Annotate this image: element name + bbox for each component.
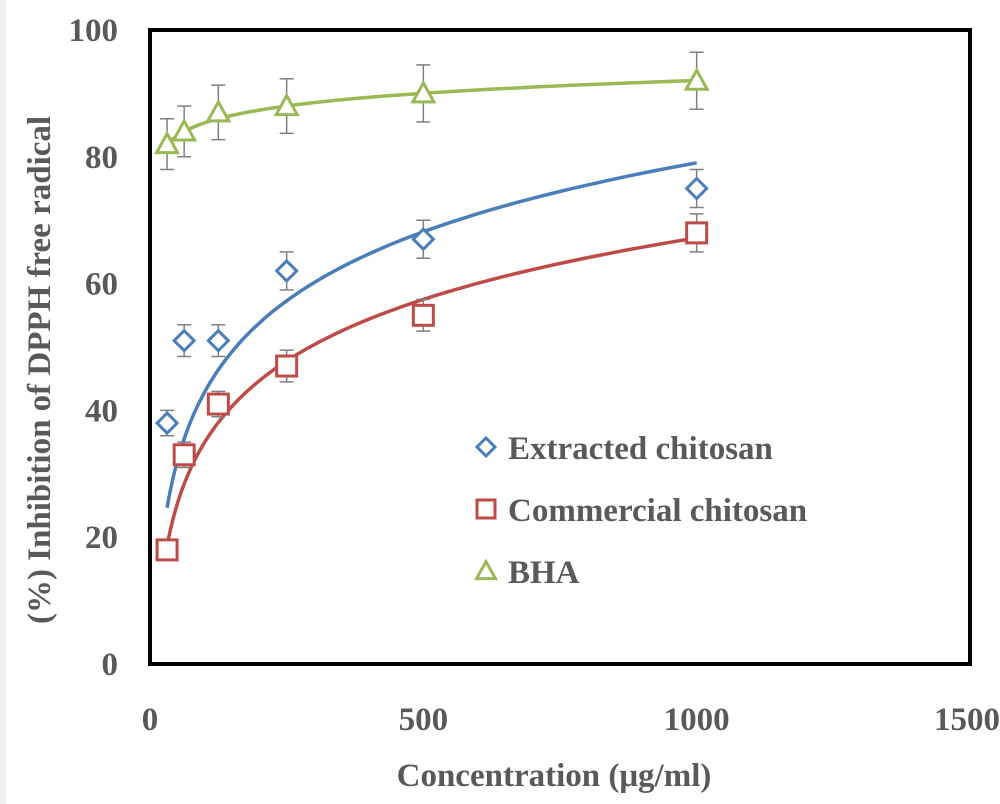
y-axis-title: (%) Inhibition of DPPH free radical (22, 116, 58, 624)
legend-label: Extracted chitosan (508, 431, 773, 467)
y-tick-label: 80 (85, 140, 118, 176)
trendline-1 (165, 236, 697, 546)
data-point (410, 79, 437, 104)
series-2 (154, 51, 710, 171)
data-point (171, 117, 198, 142)
data-point (154, 410, 180, 436)
y-tick-label: 60 (85, 267, 118, 303)
data-point (172, 328, 197, 353)
x-tick-label: 1500 (934, 702, 1000, 738)
legend-marker (474, 435, 498, 459)
data-point (154, 130, 181, 155)
data-point (684, 176, 709, 201)
chart-figure: (%) Inhibition of DPPH free radical Conc… (6, 0, 1000, 804)
data-point (274, 258, 299, 284)
legend-marker (475, 498, 497, 520)
chart-svg: (%) Inhibition of DPPH free radical Conc… (22, 13, 1000, 794)
y-tick-label: 40 (85, 393, 118, 429)
data-point (273, 92, 300, 117)
data-point (155, 538, 179, 562)
y-tick-label: 100 (69, 13, 119, 49)
x-tick-label: 0 (142, 702, 159, 738)
legend: Extracted chitosan Commercial chitosan BHA (474, 431, 807, 591)
legend-marker (474, 558, 498, 581)
data-point (275, 354, 299, 378)
series-layer (154, 51, 710, 562)
plot-area (148, 28, 972, 666)
x-tick-label: 1000 (664, 702, 730, 738)
y-tick-label: 0 (102, 647, 119, 683)
series-1 (155, 213, 709, 562)
data-point (683, 67, 710, 91)
data-point (206, 392, 230, 416)
data-point (685, 221, 709, 245)
legend-label: BHA (508, 555, 580, 591)
axis-layer: (%) Inhibition of DPPH free radical Conc… (22, 13, 1000, 794)
plot-frame (148, 28, 972, 666)
legend-label: Commercial chitosan (508, 493, 807, 529)
x-tick-label: 500 (399, 702, 449, 738)
data-point (205, 98, 232, 123)
data-point (411, 227, 436, 252)
x-axis-title: Concentration (μg/ml) (397, 758, 712, 794)
data-point (172, 443, 196, 467)
y-tick-label: 20 (85, 520, 118, 556)
data-point (411, 303, 435, 327)
data-point (206, 328, 231, 353)
